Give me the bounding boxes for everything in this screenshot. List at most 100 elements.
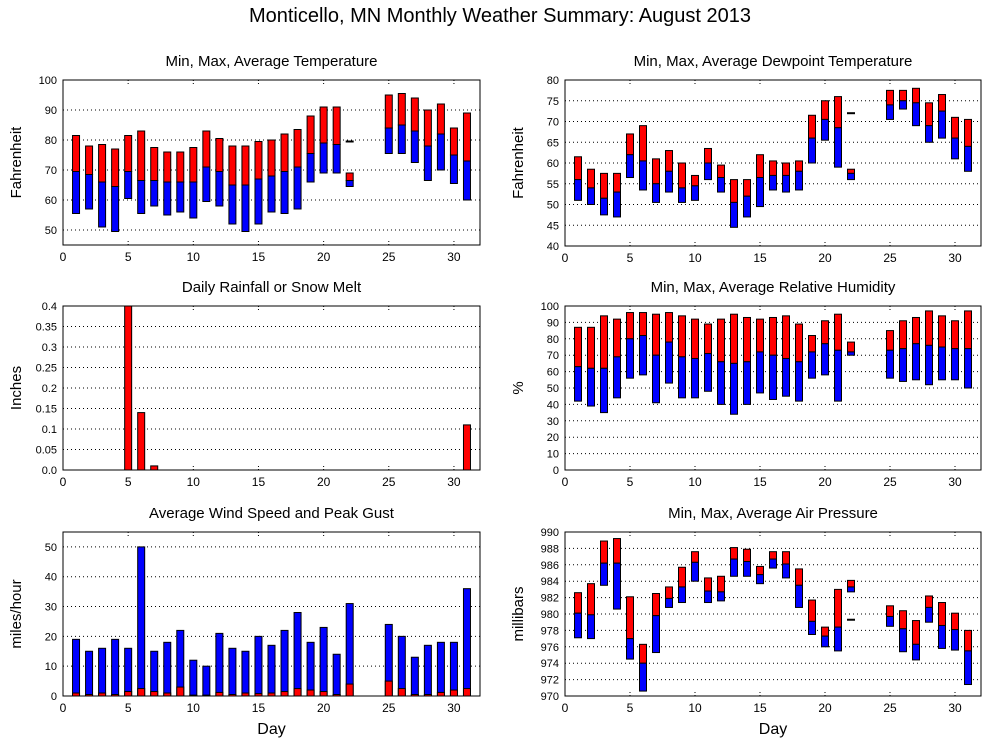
x-tick-label: 5 xyxy=(627,251,634,265)
bar-min-segment xyxy=(98,181,107,228)
y-tick-label: 45 xyxy=(547,220,559,232)
bar-max-segment xyxy=(215,138,224,172)
bar-min-segment xyxy=(847,172,855,181)
bar-max-segment xyxy=(98,144,107,183)
y-tick-label: 65 xyxy=(547,137,559,149)
y-tick-label: 30 xyxy=(45,602,57,614)
bar-peak-gust xyxy=(163,641,172,697)
bar-max-segment xyxy=(665,312,673,343)
bar-max-segment xyxy=(808,599,816,622)
bar-min-segment xyxy=(436,133,445,171)
bar-max-segment xyxy=(462,112,471,162)
bar-max-segment xyxy=(704,577,712,592)
bar-min-segment xyxy=(306,153,315,183)
bar-min-segment xyxy=(769,354,777,400)
y-tick-label: 0.4 xyxy=(42,301,57,313)
y-tick-label: 55 xyxy=(547,179,559,191)
y-tick-label: 40 xyxy=(547,241,559,253)
bar-max-segment xyxy=(652,593,660,617)
plot-frame xyxy=(62,79,481,246)
bar-rainfall xyxy=(124,305,133,471)
bar-min-segment xyxy=(574,366,582,402)
x-tick-label: 15 xyxy=(252,250,266,264)
bar-max-segment xyxy=(964,118,972,147)
bar-min-segment xyxy=(163,181,172,216)
bar-max-segment xyxy=(587,583,595,616)
x-tick-label: 20 xyxy=(818,251,832,265)
bar-min-segment xyxy=(795,361,803,402)
bar-max-segment xyxy=(925,595,933,608)
y-axis-label: millibars xyxy=(510,586,527,641)
bar-max-segment xyxy=(964,629,972,652)
bar-min-segment xyxy=(769,174,777,191)
bar-max-segment xyxy=(951,116,959,139)
y-tick-label: 100 xyxy=(541,301,559,313)
bar-average-wind xyxy=(137,688,146,697)
y-tick-label: 50 xyxy=(45,225,57,237)
bar-peak-gust xyxy=(306,641,315,697)
x-tick-label: 30 xyxy=(447,475,461,489)
bar-max-segment xyxy=(332,106,341,145)
bar-min-segment xyxy=(639,160,647,191)
bar-min-segment xyxy=(756,177,764,208)
bar-min-segment xyxy=(587,367,595,407)
bar-max-segment xyxy=(267,139,276,177)
y-tick-label: 30 xyxy=(547,416,559,428)
bar-max-segment xyxy=(423,109,432,147)
bar-min-segment xyxy=(574,179,582,201)
bar-min-segment xyxy=(587,187,595,205)
y-tick-label: 0.05 xyxy=(36,445,57,457)
bar-peak-gust xyxy=(111,638,120,697)
bar-min-segment xyxy=(795,584,803,608)
bar-max-segment xyxy=(574,156,582,181)
bar-min-segment xyxy=(665,597,673,608)
bar-max-segment xyxy=(938,315,946,348)
chart-title: Min, Max, Average Dewpoint Temperature xyxy=(634,53,913,70)
x-tick-label: 30 xyxy=(447,250,461,264)
x-tick-label: 15 xyxy=(252,475,266,489)
bar-average-wind xyxy=(462,688,471,697)
bar-average-wind xyxy=(306,689,315,697)
bar-min-segment xyxy=(951,629,959,651)
y-tick-label: 80 xyxy=(45,135,57,147)
bar-min-segment xyxy=(795,170,803,191)
bar-max-segment xyxy=(189,147,198,183)
bar-max-segment xyxy=(730,179,738,203)
y-tick-label: 70 xyxy=(547,117,559,129)
bar-max-segment xyxy=(925,310,933,346)
bar-peak-gust xyxy=(332,653,341,697)
y-tick-label: 70 xyxy=(45,165,57,177)
bar-peak-gust xyxy=(423,644,432,697)
bar-min-segment xyxy=(319,142,328,174)
bar-max-segment xyxy=(626,133,634,156)
x-axis-label: Day xyxy=(759,721,787,738)
y-tick-label: 974 xyxy=(541,658,559,670)
bar-min-segment xyxy=(782,174,790,193)
bar-average-wind xyxy=(384,680,393,697)
y-tick-label: 90 xyxy=(547,317,559,329)
bar-min-segment xyxy=(665,341,673,384)
bar-min-segment xyxy=(743,561,751,577)
x-tick-label: 20 xyxy=(317,250,331,264)
bar-peak-gust xyxy=(267,644,276,697)
bar-max-segment xyxy=(111,148,120,187)
bar-max-segment xyxy=(925,102,933,127)
bar-peak-gust xyxy=(124,647,133,697)
bar-min-segment xyxy=(964,650,972,686)
bar-max-segment xyxy=(834,588,842,628)
bar-max-segment xyxy=(163,151,172,183)
y-tick-label: 80 xyxy=(547,334,559,346)
bar-min-segment xyxy=(886,349,894,379)
x-tick-label: 0 xyxy=(60,701,67,715)
bar-average-wind xyxy=(345,683,354,697)
bar-min-segment xyxy=(267,175,276,213)
bar-max-segment xyxy=(436,103,445,135)
bar-max-segment xyxy=(574,592,582,614)
x-tick-label: 15 xyxy=(753,701,767,715)
chart-title: Daily Rainfall or Snow Melt xyxy=(182,279,362,296)
x-tick-label: 10 xyxy=(187,250,201,264)
y-tick-label: 984 xyxy=(541,576,559,588)
bar-min-segment xyxy=(886,615,894,627)
bar-min-segment xyxy=(743,195,751,218)
bar-min-segment xyxy=(462,160,471,201)
